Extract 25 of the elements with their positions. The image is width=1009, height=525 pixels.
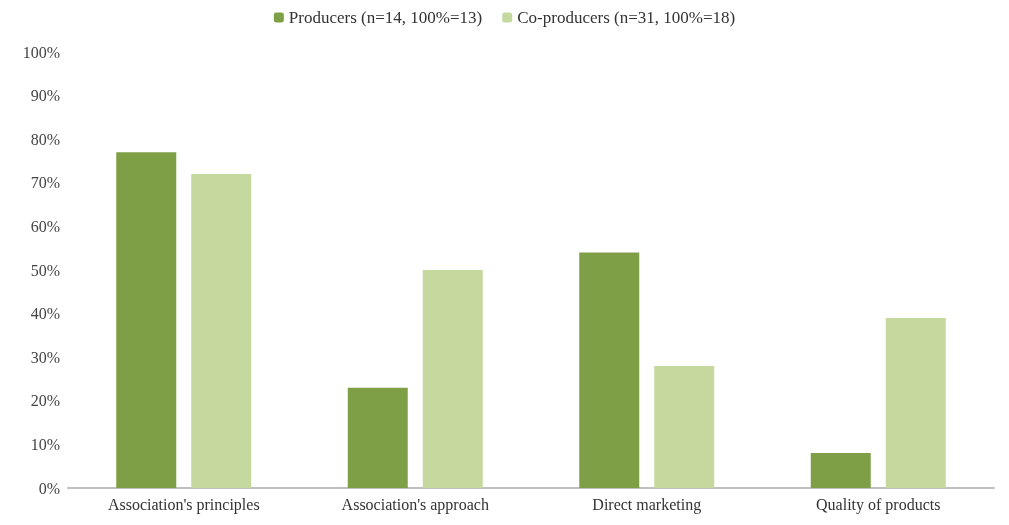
legend-label: Producers (n=14, 100%=13) <box>288 8 483 27</box>
y-tick-label: 100% <box>22 43 60 61</box>
bar <box>885 317 946 488</box>
y-tick-label: 10% <box>30 435 60 453</box>
bar <box>579 252 640 488</box>
bar <box>654 365 715 488</box>
y-tick-label: 90% <box>30 87 60 105</box>
x-tick-label: Quality of products <box>816 495 941 514</box>
y-tick-label: 70% <box>30 174 60 192</box>
x-tick-label: Association's approach <box>341 495 489 514</box>
y-tick-label: 60% <box>30 217 60 235</box>
y-tick-label: 80% <box>30 130 60 148</box>
bar <box>347 387 408 488</box>
bar <box>116 152 177 488</box>
legend-label: Co-producers (n=31, 100%=18) <box>517 8 736 27</box>
y-tick-label: 30% <box>30 348 60 366</box>
bar <box>191 174 252 488</box>
y-tick-label: 50% <box>30 261 60 279</box>
y-tick-label: 20% <box>30 392 60 410</box>
bar <box>422 270 483 488</box>
y-tick-label: 40% <box>30 305 60 323</box>
bar <box>810 453 871 488</box>
y-tick-label: 0% <box>38 479 60 497</box>
x-tick-label: Association's principles <box>107 495 260 514</box>
x-tick-label: Direct marketing <box>592 495 702 514</box>
